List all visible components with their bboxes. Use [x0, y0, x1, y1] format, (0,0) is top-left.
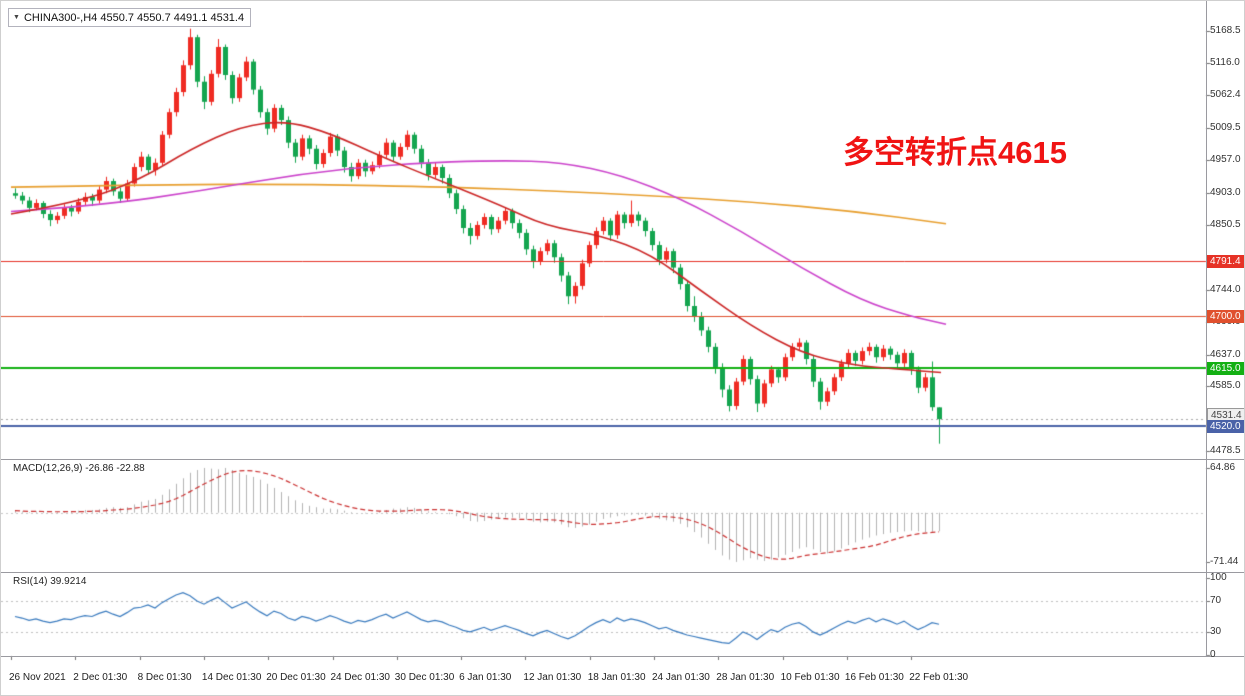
- time-axis-label: 20 Dec 01:30: [266, 672, 326, 683]
- price-axis-label: 5116.0: [1210, 56, 1240, 68]
- time-axis-label: 14 Dec 01:30: [201, 672, 262, 683]
- symbol-ohlc-header[interactable]: ▼ CHINA300-,H4 4550.7 4550.7 4491.1 4531…: [8, 8, 252, 27]
- macd-indicator-label: MACD(12,26,9) -26.86 -22.88: [13, 463, 145, 474]
- panel-separator-macd-rsi[interactable]: [1, 572, 1244, 573]
- price-line-badge: 4520.0: [1207, 420, 1244, 434]
- rsi-axis-label: 0: [1210, 649, 1216, 660]
- time-axis-label: 6 Jan 01:30: [459, 672, 512, 683]
- price-axis-label: 4957.0: [1210, 153, 1241, 165]
- panel-separator-rsi-timeaxis[interactable]: [1, 656, 1244, 657]
- price-axis-label: 4637.0: [1210, 348, 1241, 360]
- dropdown-triangle-icon[interactable]: ▼: [13, 14, 20, 21]
- rsi-axis-label: 70: [1210, 595, 1222, 607]
- symbol-ohlc-text: CHINA300-,H4 4550.7 4550.7 4491.1 4531.4: [23, 11, 245, 24]
- price-axis-label: 4850.5: [1210, 218, 1241, 230]
- time-axis-label: 2 Dec 01:30: [73, 672, 128, 683]
- time-axis-label: 24 Dec 01:30: [330, 672, 391, 683]
- price-axis-label: 5062.4: [1210, 89, 1241, 101]
- price-axis-label: 4478.5: [1210, 445, 1241, 457]
- price-axis-label: 4585.0: [1210, 380, 1241, 392]
- price-axis-label: 4903.0: [1210, 186, 1241, 198]
- time-axis-label: 10 Feb 01:30: [780, 672, 840, 683]
- price-line-badge: 4700.0: [1207, 310, 1244, 324]
- price-axis-line[interactable]: [1206, 1, 1207, 656]
- time-axis-label: 28 Jan 01:30: [716, 672, 775, 683]
- time-axis-label: 16 Feb 01:30: [844, 672, 904, 683]
- time-axis-label: 24 Jan 01:30: [652, 672, 710, 683]
- time-axis-label: 30 Dec 01:30: [394, 672, 455, 683]
- rsi-axis-label: 100: [1210, 572, 1227, 583]
- time-axis-label: 8 Dec 01:30: [137, 672, 192, 683]
- panel-separator-main-macd[interactable]: [1, 459, 1244, 460]
- price-axis-label: 5009.5: [1210, 121, 1241, 133]
- macd-axis-label: -71.44: [1210, 555, 1239, 567]
- price-line-badge: 4791.4: [1207, 254, 1244, 268]
- price-line-badge: 4615.0: [1207, 362, 1244, 376]
- time-axis-label: 12 Jan 01:30: [523, 672, 582, 683]
- price-axis-label: 4744.0: [1210, 283, 1241, 295]
- price-axis-label: 5168.5: [1210, 24, 1241, 36]
- rsi-indicator-label: RSI(14) 39.9214: [13, 576, 87, 587]
- time-axis-label: 18 Jan 01:30: [587, 672, 646, 683]
- rsi-axis-label: 30: [1210, 625, 1222, 637]
- chart-annotation-text[interactable]: 多空转折点4615: [843, 135, 1067, 170]
- macd-axis-label: 64.86: [1210, 462, 1236, 474]
- time-axis-label: 22 Feb 01:30: [909, 672, 969, 683]
- time-axis-label: 26 Nov 2021: [9, 672, 66, 683]
